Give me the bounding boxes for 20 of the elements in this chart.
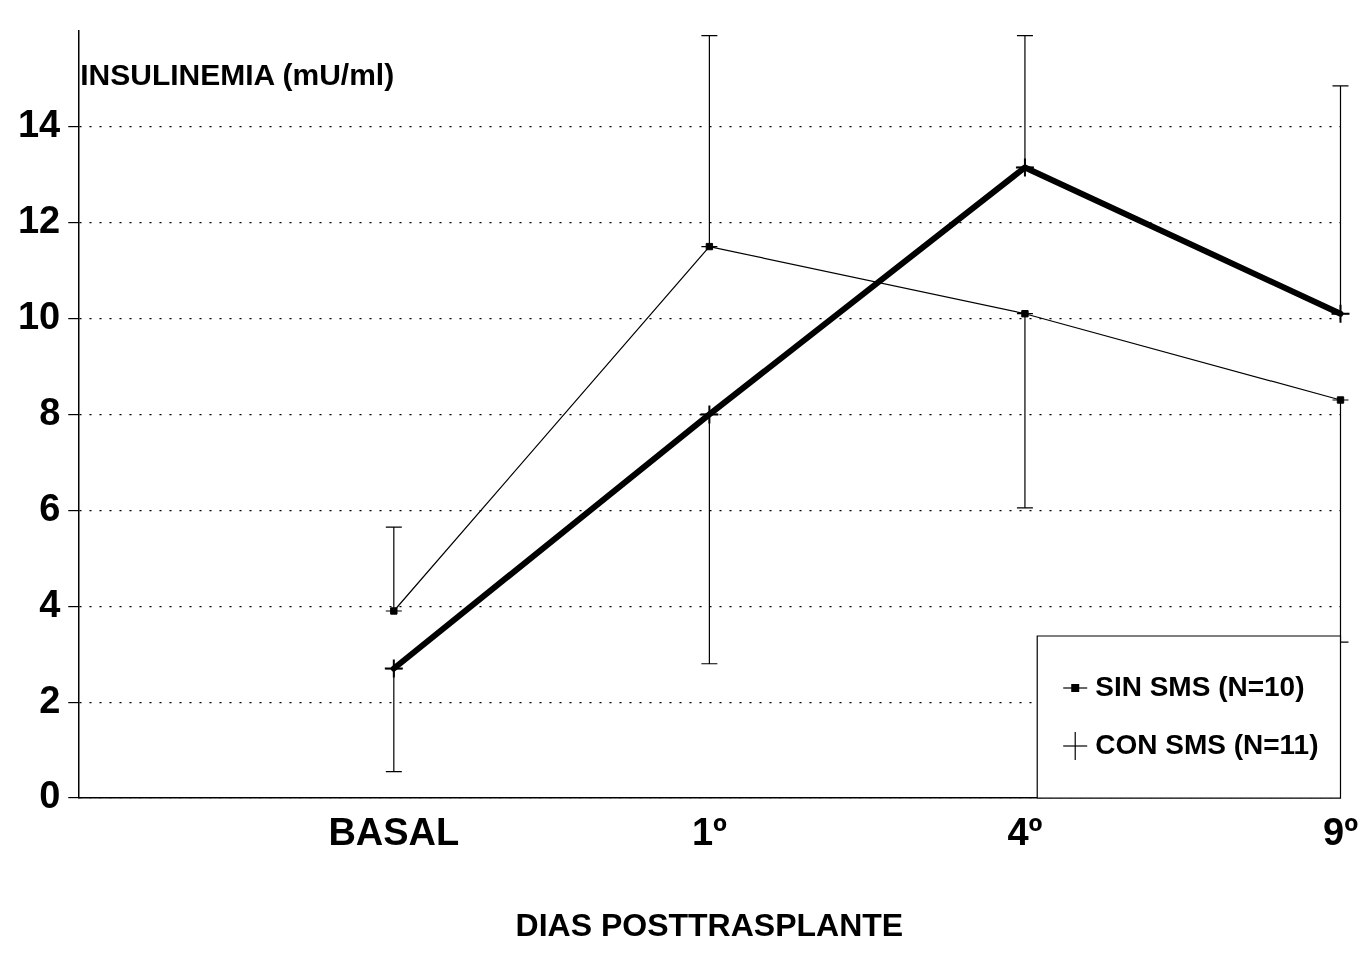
point bbox=[699, 404, 720, 425]
y-tick-label: 10 bbox=[17, 294, 61, 337]
legend-label: SIN SMS (N=10) bbox=[1095, 670, 1305, 702]
x-tick-label: 9º bbox=[1322, 811, 1359, 854]
point bbox=[1021, 310, 1029, 318]
y-tick-label: 12 bbox=[17, 199, 61, 242]
y-tick-label: 14 bbox=[17, 103, 61, 146]
point bbox=[383, 658, 404, 679]
y-tick-label: 6 bbox=[39, 486, 61, 529]
x-tick-label: 1º bbox=[691, 811, 728, 854]
y-axis-title: INSULINEMIA (mU/ml) bbox=[80, 57, 395, 91]
y-tick-label: 8 bbox=[39, 390, 61, 433]
y-tick-label: 0 bbox=[39, 774, 61, 817]
x-tick-label: 4º bbox=[1007, 811, 1043, 854]
x-axis-title: DIAS POSTTRASPLANTE bbox=[515, 906, 904, 943]
x-tick-label: BASAL bbox=[328, 811, 460, 854]
point bbox=[1330, 303, 1351, 324]
y-tick-label: 4 bbox=[39, 582, 61, 625]
legend-label: CON SMS (N=11) bbox=[1095, 728, 1319, 760]
y-tick-label: 2 bbox=[39, 678, 61, 721]
